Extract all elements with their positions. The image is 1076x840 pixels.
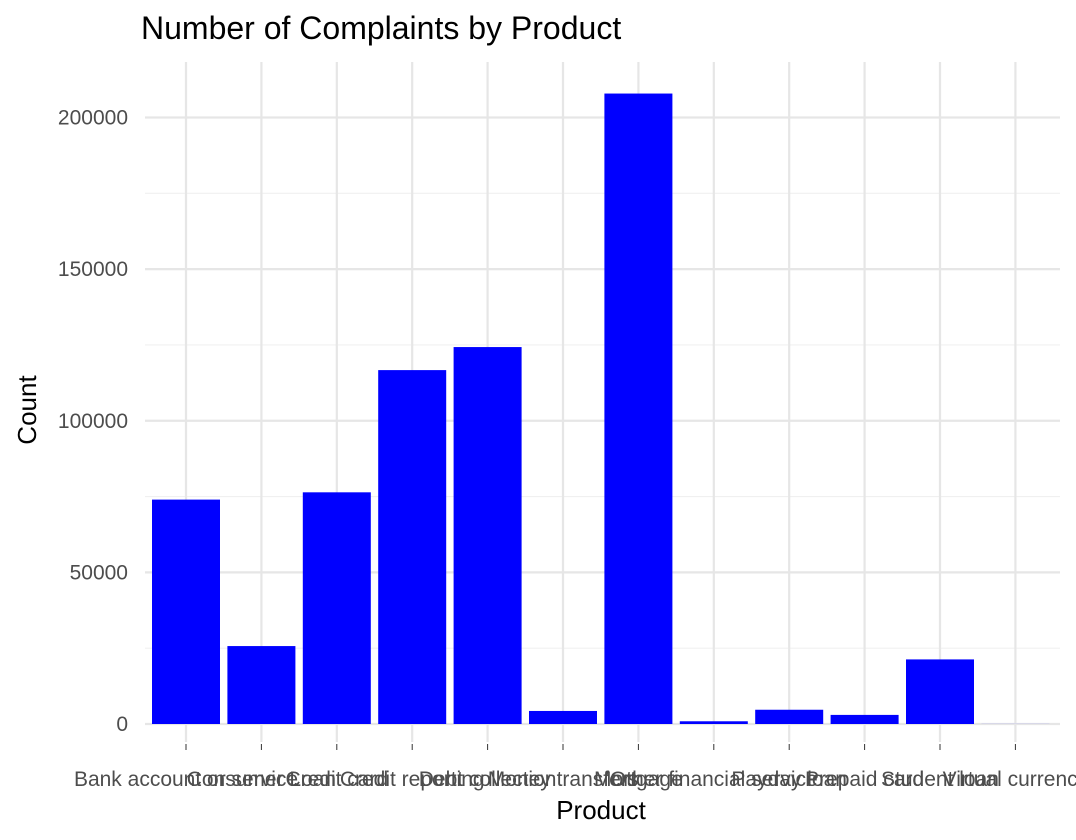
x-tick-label: Payday loan (731, 768, 847, 791)
y-tick-label: 100000 (58, 410, 128, 433)
y-tick-label: 150000 (58, 258, 128, 281)
bars (152, 93, 1050, 724)
x-tick-label: Consumer Loan (187, 768, 336, 791)
bar (378, 370, 447, 724)
x-tick-label: Other financial service (610, 768, 818, 791)
x-tick-label: Credit reporting (340, 768, 485, 791)
bar (453, 347, 522, 724)
x-axis-title: Product (556, 795, 646, 825)
grid-lines (145, 62, 1060, 742)
bar (906, 659, 974, 724)
bar (227, 646, 296, 724)
bar (152, 499, 220, 724)
bar (529, 710, 597, 724)
y-tick-label: 50000 (70, 561, 128, 584)
y-tick-label: 0 (116, 713, 128, 736)
x-tick-label: Virtual currency (943, 768, 1076, 791)
x-tick-label: Prepaid card (805, 768, 924, 791)
x-tick-label: Mortgage (594, 768, 683, 791)
bar (604, 93, 673, 724)
bar (830, 714, 899, 724)
x-tick-label: Credit card (285, 768, 388, 791)
bar (755, 709, 824, 724)
bar (302, 492, 371, 724)
y-axis-title: Count (12, 375, 42, 445)
bar (679, 721, 748, 724)
y-tick-label: 200000 (58, 107, 128, 130)
x-tick-label: Debt collection (419, 768, 557, 791)
y-axis-ticks: 0 50000 100000 150000 200000 (58, 107, 128, 737)
x-tick-label: Money transfers (488, 768, 639, 791)
x-tick-label: Bank account or service (74, 768, 298, 791)
x-tick-label: Student loan (881, 768, 999, 791)
chart-title: Number of Complaints by Product (141, 10, 621, 46)
